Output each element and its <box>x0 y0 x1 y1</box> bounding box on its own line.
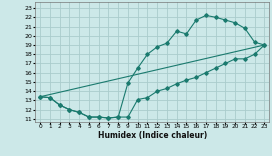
X-axis label: Humidex (Indice chaleur): Humidex (Indice chaleur) <box>98 131 207 140</box>
